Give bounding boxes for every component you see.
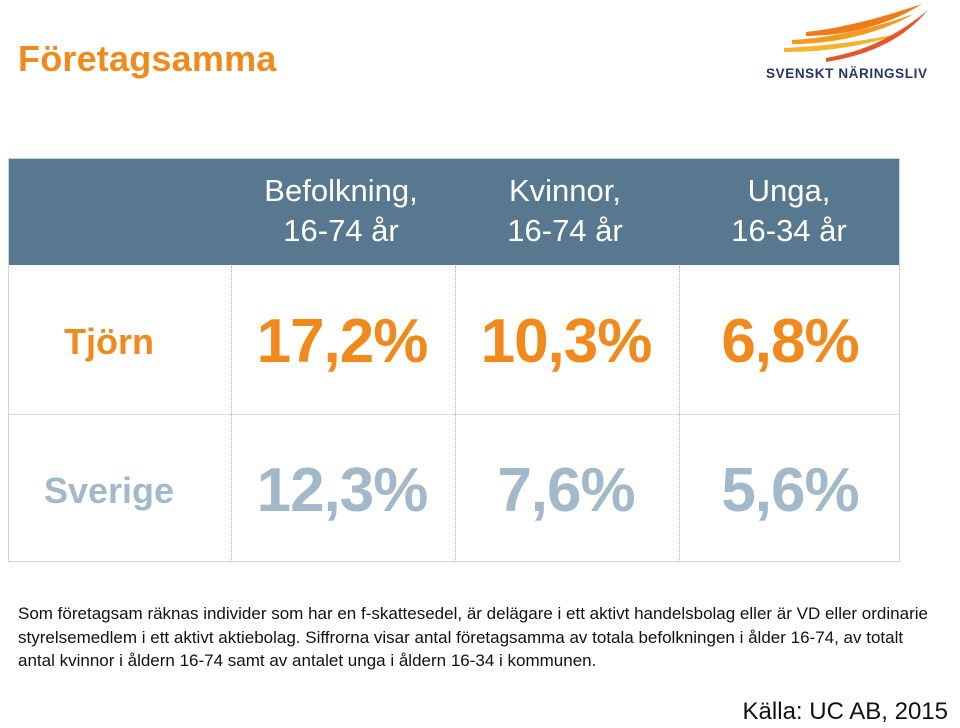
description-text: Som företagsam räknas individer som har … [18,604,928,671]
table-cell: 6,8% [721,307,859,376]
column-header-unga: Unga, 16-34 år [731,173,847,248]
source-note: Källa: UC AB, 2015 [742,698,948,725]
table-cell: 17,2% [256,307,429,376]
table-cell: 7,6% [497,456,635,525]
row-label-tjorn: Tjörn [64,321,154,362]
table-cell: 10,3% [480,307,653,376]
row-label-sverige: Sverige [43,470,175,511]
column-header-kvinnor: Kvinnor, 16-74 år [507,173,623,248]
flame-logo-icon [784,4,928,62]
table-row-sverige: Sverige 12,3% 7,6% 5,6% [9,414,899,562]
logo-text: SVENSKT NÄRINGSLIV [766,66,928,81]
column-header-befolkning: Befolkning, 16-74 år [264,173,418,248]
svenskt-naringsliv-logo: SVENSKT NÄRINGSLIV [762,2,942,86]
table-cell: 12,3% [256,456,429,525]
page-title: Företagsamma [18,38,277,79]
table-row-tjorn: Tjörn 17,2% 10,3% 6,8% [9,266,899,413]
statistics-table: Befolkning, 16-74 år Kvinnor, 16-74 år U… [8,158,900,562]
table-header: Befolkning, 16-74 år Kvinnor, 16-74 år U… [9,159,899,265]
table-cell: 5,6% [721,456,859,525]
